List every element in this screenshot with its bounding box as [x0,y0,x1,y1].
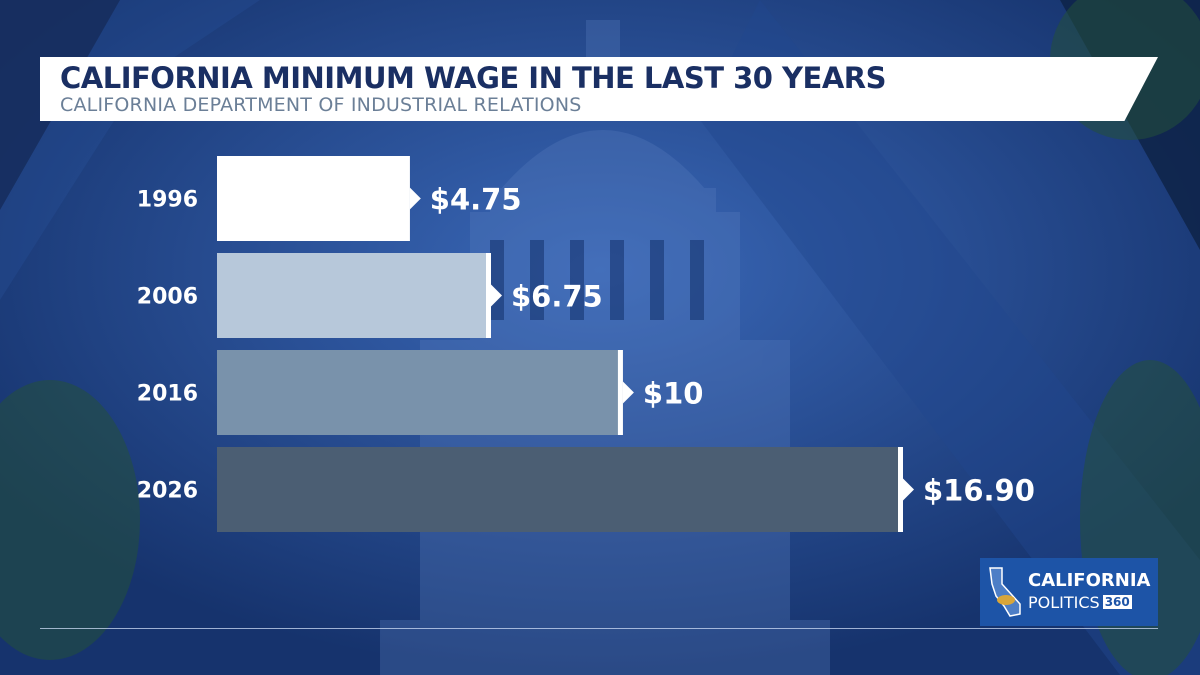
brand-line2: POLITICS 360 [1028,593,1132,612]
bar-2006 [217,253,491,338]
category-label-2016: 2016 [137,382,198,407]
bar-2026 [217,447,903,532]
bar-edge-2016 [617,350,623,435]
value-label-1996: $4.75 [430,183,522,217]
category-label-2026: 2026 [137,479,198,504]
brand-number: 360 [1102,595,1132,609]
bar-pointer-2026 [903,478,914,501]
value-label-2016: $10 [643,377,704,411]
bar-1996 [217,156,410,241]
value-label-2006: $6.75 [511,280,603,314]
chart-title: CALIFORNIA MINIMUM WAGE IN THE LAST 30 Y… [60,61,887,95]
bar-edge-1996 [404,156,410,241]
bar-pointer-1996 [409,187,421,210]
brand-line2-text: POLITICS [1028,593,1100,612]
bar-pointer-2016 [622,381,634,404]
bar-edge-2006 [485,253,491,338]
bottom-divider [40,628,1158,629]
california-politics-360-logo: CALIFORNIA POLITICS 360 [980,558,1158,626]
brand-line1: CALIFORNIA [1028,570,1151,591]
bar-2016 [217,350,623,435]
chart-subtitle: CALIFORNIA DEPARTMENT OF INDUSTRIAL RELA… [60,94,582,116]
california-bear-icon [989,567,1021,617]
category-label-2006: 2006 [137,285,198,310]
title-banner: CALIFORNIA MINIMUM WAGE IN THE LAST 30 Y… [40,57,1158,121]
bar-pointer-2006 [490,284,502,307]
value-label-2026: $16.90 [923,474,1035,508]
category-label-1996: 1996 [137,188,198,213]
bar-edge-2026 [898,447,903,532]
